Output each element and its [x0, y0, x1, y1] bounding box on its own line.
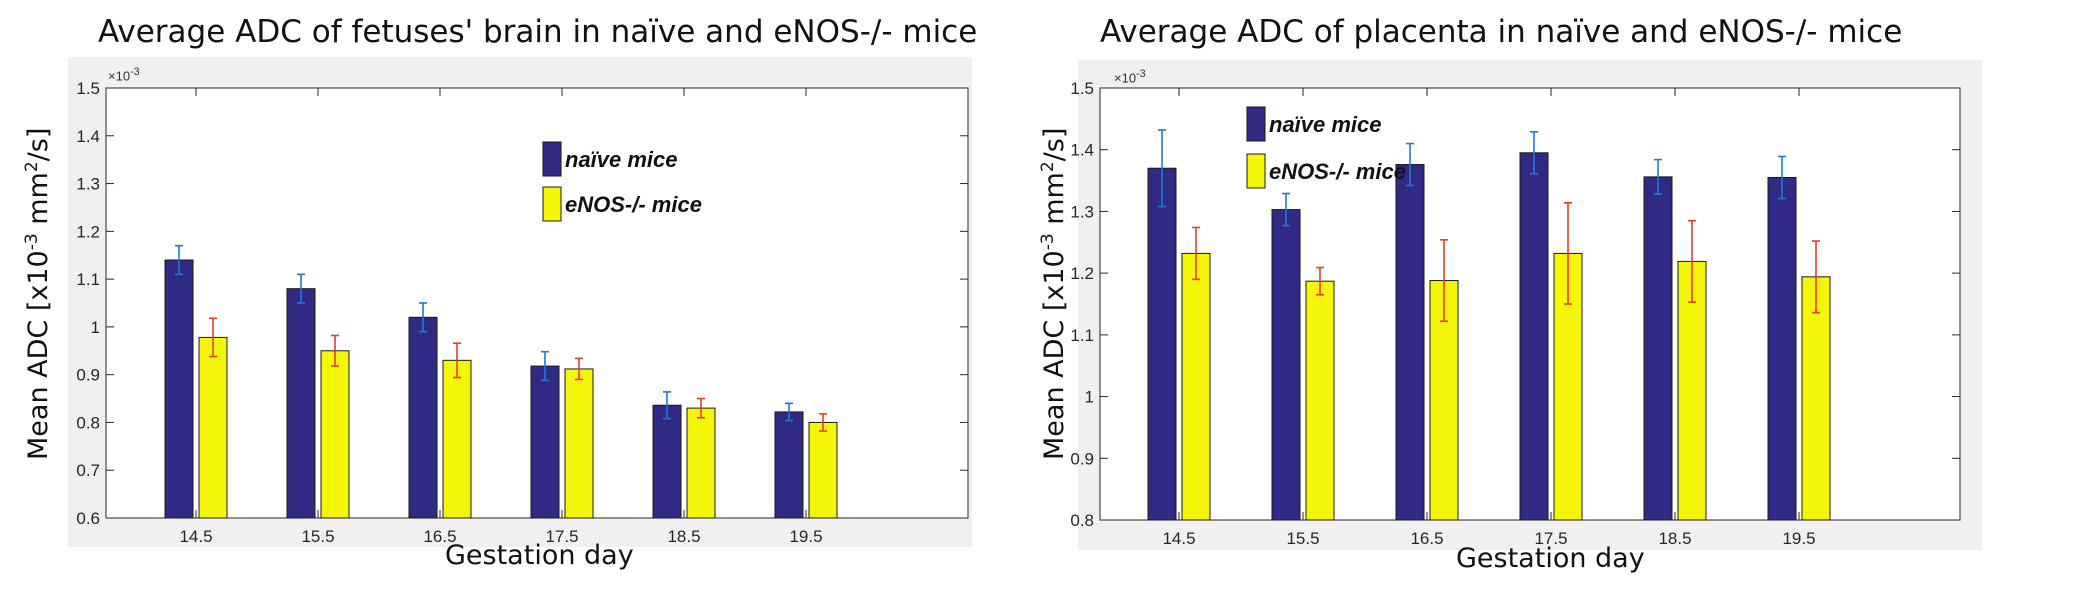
bar [1305, 280, 1335, 521]
y-tick-label: 0.8 [76, 413, 100, 432]
y-tick-label: 1 [1085, 388, 1094, 407]
y-axis-label: Mean ADC [x10-3 mm2/s] [1038, 127, 1070, 460]
bar [164, 259, 194, 519]
legend-label: naïve mice [1269, 112, 1382, 137]
x-axis-label: Gestation day [1456, 543, 1645, 574]
legend-swatch [1246, 106, 1266, 142]
chart-title: Average ADC of fetuses' brain in naïve a… [98, 14, 978, 50]
y-tick-label: 1 [91, 318, 100, 337]
x-tick-label: 16.5 [423, 527, 456, 546]
x-tick-label: 14.5 [1162, 529, 1195, 548]
bar [774, 411, 804, 519]
y-axis-exponent: ×10-3 [1114, 68, 1146, 86]
y-tick-label: 1.2 [1070, 264, 1094, 283]
legend-label: eNOS-/- mice [565, 192, 702, 217]
y-axis-label: Mean ADC [x10-3 mm2/s] [22, 127, 54, 460]
bar [1147, 167, 1177, 521]
bar [1767, 176, 1797, 521]
bar [1395, 164, 1425, 521]
bar [1519, 152, 1549, 521]
legend-swatch [1246, 153, 1266, 189]
y-tick-label: 1.1 [76, 270, 100, 289]
x-tick-label: 16.5 [1410, 529, 1443, 548]
bar [1677, 260, 1707, 521]
y-tick-label: 0.8 [1070, 511, 1094, 530]
bar [1181, 252, 1211, 521]
chart-title: Average ADC of placenta in naïve and eNO… [1100, 14, 1903, 50]
x-tick-label: 15.5 [1286, 529, 1319, 548]
bar [1643, 176, 1673, 521]
y-tick-label: 1.5 [1070, 79, 1094, 98]
y-tick-label: 0.6 [76, 509, 100, 528]
x-tick-label: 15.5 [301, 527, 334, 546]
y-axis-exponent: ×10-3 [108, 66, 140, 84]
bar [530, 365, 560, 519]
bar [198, 336, 228, 519]
x-tick-label: 17.5 [545, 527, 578, 546]
y-tick-label: 1.3 [1070, 202, 1094, 221]
y-tick-label: 0.9 [76, 366, 100, 385]
x-tick-label: 14.5 [179, 527, 212, 546]
bar [286, 288, 316, 519]
y-tick-label: 1.1 [1070, 326, 1094, 345]
x-tick-label: 17.5 [1534, 529, 1567, 548]
x-tick-label: 19.5 [1782, 529, 1815, 548]
chart-plot-area: 0.6 0.7 0.8 0.9 1 1.1 1.2 1.3 1.4 1.5 14.5 15.5 16.5… [76, 79, 969, 546]
bar [320, 350, 350, 519]
bar [564, 368, 594, 519]
bar [442, 359, 472, 519]
y-tick-label: 1.2 [76, 222, 100, 241]
x-axis-label: Gestation day [445, 540, 634, 571]
bar [1271, 209, 1301, 521]
x-tick-label: 19.5 [789, 527, 822, 546]
bar [686, 407, 716, 519]
y-tick-label: 1.5 [76, 79, 100, 98]
legend-label: naïve mice [565, 147, 678, 172]
bar [652, 404, 682, 519]
legend-swatch [542, 141, 562, 177]
chart-brain: Average ADC of fetuses' brain in naïve a… [0, 0, 1010, 599]
legend-swatch [542, 186, 562, 222]
chart-placenta: Average ADC of placenta in naïve and eNO… [1010, 0, 2079, 599]
chart-plot-area: 0.8 0.9 1 1.1 1.2 1.3 1.4 1.5 14.5 15.5 16.5 17.5 18… [1070, 79, 1961, 548]
legend-label: eNOS-/- mice [1269, 159, 1406, 184]
y-tick-label: 0.9 [1070, 449, 1094, 468]
y-tick-label: 0.7 [76, 461, 100, 480]
bar [1801, 276, 1831, 521]
y-tick-label: 1.3 [76, 175, 100, 194]
y-tick-label: 1.4 [76, 127, 100, 146]
x-tick-label: 18.5 [1658, 529, 1691, 548]
bar [808, 421, 838, 519]
bar [408, 316, 438, 519]
y-tick-label: 1.4 [1070, 141, 1094, 160]
x-tick-label: 18.5 [667, 527, 700, 546]
